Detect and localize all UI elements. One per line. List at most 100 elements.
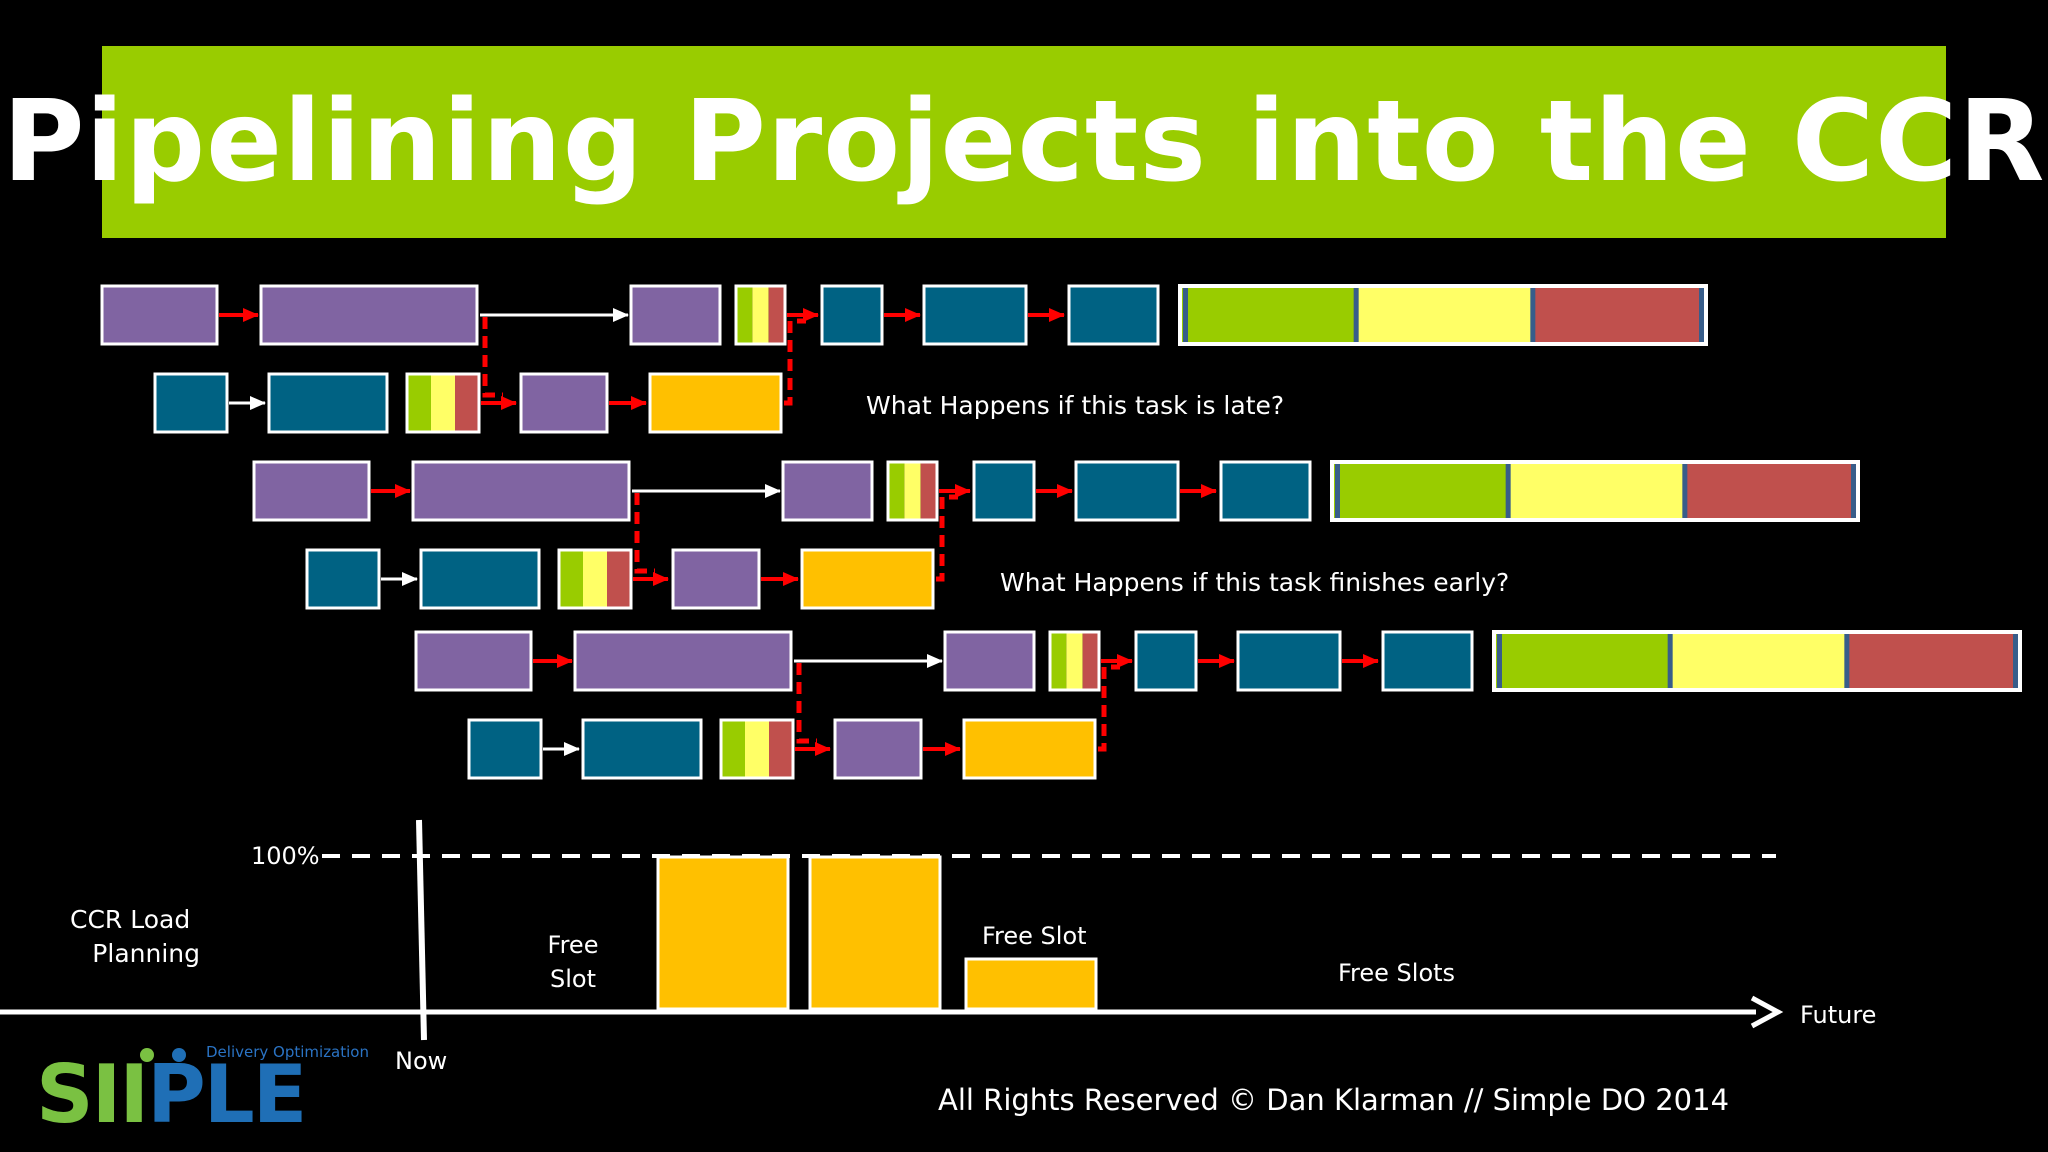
feeding-buffer-border — [1048, 630, 1101, 692]
feeding-buffer — [405, 372, 481, 434]
project-buffer-divider-3 — [1851, 464, 1856, 518]
feeding-buffer-green — [407, 374, 431, 432]
feeding-buffer-yellow — [1066, 632, 1083, 690]
logo-dot-green — [140, 1048, 154, 1062]
now-label: Now — [395, 1047, 448, 1075]
feeding-buffer-yellow — [583, 550, 607, 608]
feeding-buffer — [719, 718, 795, 780]
feeding-buffer-red — [768, 286, 785, 344]
free-slot-label-a-line2: Slot — [550, 965, 596, 993]
ccr-load-label-line1: CCR Load — [70, 905, 191, 934]
task-purple — [943, 630, 1036, 692]
project-buffer-divider-1 — [1353, 288, 1359, 342]
project-buffer-divider-3 — [1699, 288, 1704, 342]
project-2 — [252, 460, 1860, 610]
logo-word-part3: PLE — [147, 1048, 307, 1141]
project-buffer-yellow — [1354, 288, 1532, 342]
task-teal — [1134, 630, 1198, 692]
feeding-buffer — [557, 548, 633, 610]
page-title: Pipelining Projects into the CCR — [2, 77, 2046, 207]
task-ccr — [800, 548, 935, 610]
task-purple — [573, 630, 793, 692]
project-networks — [100, 284, 2022, 780]
logo-tagline: Delivery Optimization — [206, 1043, 369, 1061]
project-buffer-green — [1182, 288, 1355, 342]
project-buffer-green — [1334, 464, 1507, 518]
ccr-load-chart — [0, 819, 1784, 1041]
logo-word-part2: I — [119, 1048, 149, 1141]
project-3 — [414, 630, 2022, 780]
project-buffer-divider-3 — [2013, 634, 2018, 688]
title-banner: Pipelining Projects into the CCR — [2, 46, 2046, 238]
annotation-early: What Happens if this task finishes early… — [1000, 568, 1510, 597]
task-purple — [100, 284, 219, 346]
feeding-buffer-border — [405, 372, 481, 434]
simple-logo: Delivery Optimization SIIPLE — [36, 1040, 376, 1140]
copyright-text: All Rights Reserved © Dan Klarman // Sim… — [938, 1083, 1730, 1117]
project-buffer-divider-0 — [1497, 634, 1502, 688]
resource-link — [634, 493, 655, 574]
project-buffer-green — [1496, 634, 1669, 688]
future-label: Future — [1800, 1001, 1877, 1029]
task-purple — [411, 460, 631, 522]
project-buffer-red — [1683, 464, 1856, 518]
task-teal — [153, 372, 229, 434]
project-buffer-yellow — [1668, 634, 1846, 688]
feeding-buffer-yellow — [745, 720, 769, 778]
task-purple — [519, 372, 609, 434]
percent-label: 100% — [251, 842, 320, 870]
logo-word-part1: SI — [36, 1048, 121, 1141]
feeding-buffer-border — [886, 460, 939, 522]
ccr-load-bar — [808, 855, 942, 1011]
project-buffer-divider-2 — [1844, 634, 1850, 688]
feeding-buffer-red — [920, 462, 937, 520]
feeding-buffer-red — [769, 720, 793, 778]
feeding-buffer-border — [719, 718, 795, 780]
task-ccr — [962, 718, 1097, 780]
project-buffer-divider-1 — [1505, 464, 1511, 518]
project-buffer — [1492, 630, 2022, 692]
feeding-buffer-yellow — [431, 374, 455, 432]
resource-link — [796, 663, 817, 744]
resource-link — [784, 318, 806, 406]
feeding-buffer-red — [1082, 632, 1099, 690]
project-buffer-red — [1531, 288, 1704, 342]
now-marker — [416, 819, 427, 1041]
time-axis-arrowhead — [1750, 995, 1784, 1029]
task-purple — [629, 284, 722, 346]
project-buffer — [1178, 284, 1708, 346]
task-teal — [820, 284, 884, 346]
feeding-buffer-yellow — [752, 286, 769, 344]
free-slot-label-a: Free Slot — [528, 928, 618, 996]
task-teal — [467, 718, 543, 780]
task-purple — [833, 718, 923, 780]
task-teal — [1074, 460, 1180, 522]
project-buffer-divider-0 — [1335, 464, 1340, 518]
feeding-buffer-green — [888, 462, 905, 520]
project-1 — [100, 284, 1708, 434]
task-teal — [1219, 460, 1312, 522]
task-teal — [1236, 630, 1342, 692]
feeding-buffer-red — [607, 550, 631, 608]
resource-link — [936, 494, 958, 582]
task-purple — [252, 460, 371, 522]
task-ccr — [648, 372, 783, 434]
task-teal — [922, 284, 1028, 346]
project-buffer-divider-1 — [1667, 634, 1673, 688]
free-slot-label-b: Free Slot — [982, 922, 1087, 950]
feeding-buffer-green — [736, 286, 753, 344]
task-teal — [267, 372, 389, 434]
task-teal — [305, 548, 381, 610]
ccr-load-label: CCR Load Planning — [70, 903, 200, 971]
project-buffer-divider-2 — [1530, 288, 1536, 342]
feeding-buffer — [886, 460, 939, 522]
project-buffer-red — [1845, 634, 2018, 688]
task-teal — [581, 718, 703, 780]
task-purple — [414, 630, 533, 692]
project-buffer — [1330, 460, 1860, 522]
feeding-buffer-yellow — [904, 462, 921, 520]
task-purple — [259, 284, 479, 346]
annotation-late: What Happens if this task is late? — [866, 391, 1285, 420]
feeding-buffer — [1048, 630, 1101, 692]
